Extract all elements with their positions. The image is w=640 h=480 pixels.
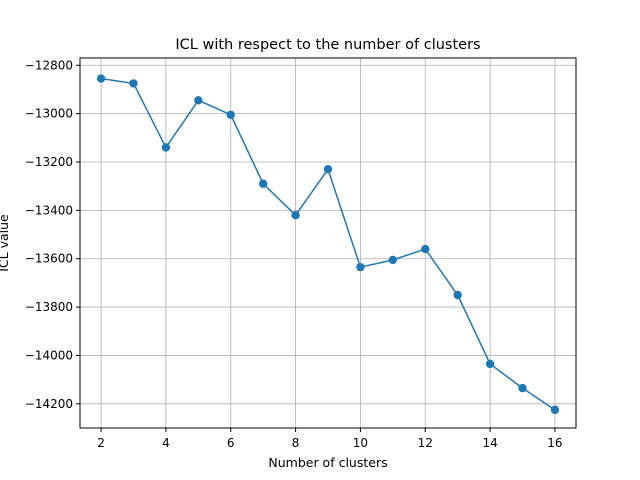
data-point (226, 110, 235, 120)
data-point (388, 255, 398, 265)
y-tick-label: −12800 (25, 58, 73, 72)
series-line (100, 77, 556, 411)
data-point (194, 96, 203, 105)
y-axis: −12800 −13000 −13200 −13400 −13600 −13800 −140… (25, 58, 80, 411)
x-tick-label: 16 (547, 436, 562, 450)
plot-frame (79, 57, 577, 429)
x-tick-label: 4 (162, 436, 170, 450)
x-tick-label: 14 (482, 436, 497, 450)
y-axis-label: ICL value (0, 214, 11, 272)
data-point (96, 74, 106, 83)
data-point (421, 244, 430, 254)
data-point (161, 143, 171, 152)
y-tick-label: −13400 (25, 203, 73, 217)
data-point (518, 383, 527, 393)
data-point (485, 359, 495, 369)
y-tick-label: −14200 (25, 397, 73, 411)
x-tick-label: 10 (353, 436, 368, 450)
x-axis: 2 4 6 8 10 12 14 16 (97, 428, 563, 450)
chart-title: ICL with respect to the number of cluste… (175, 37, 480, 53)
x-tick-label: 12 (418, 436, 433, 450)
y-tick-label: −13800 (25, 300, 73, 314)
x-tick-label: 8 (292, 436, 300, 450)
data-point (258, 179, 268, 188)
x-tick-label: 6 (227, 436, 235, 450)
data-point (550, 405, 560, 415)
data-point (453, 290, 462, 300)
y-tick-label: −13600 (25, 252, 73, 266)
data-point (129, 79, 138, 88)
y-tick-label: −14000 (25, 348, 73, 362)
y-tick-label: −13000 (25, 107, 73, 121)
x-tick-label: 2 (97, 436, 105, 450)
data-point (323, 165, 333, 174)
series-layer (96, 74, 560, 415)
x-axis-label: Number of clusters (268, 455, 387, 470)
y-tick-label: −13200 (25, 155, 73, 169)
data-point (356, 262, 365, 272)
data-point (291, 210, 300, 220)
grid-lines (80, 58, 576, 428)
